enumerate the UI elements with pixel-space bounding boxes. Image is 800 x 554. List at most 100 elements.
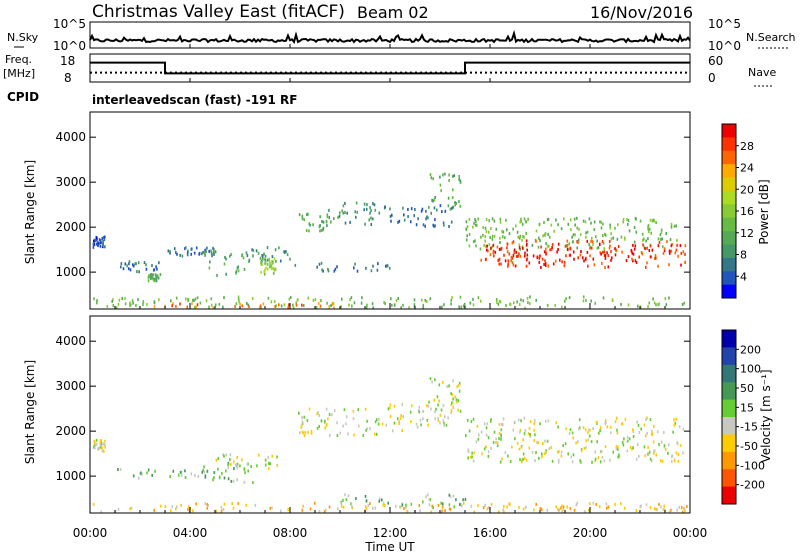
- power-echo-cell: [443, 223, 445, 227]
- velocity-echo-cell: [629, 445, 632, 449]
- power-echo-cell: [263, 252, 265, 256]
- power-echo-cell: [124, 296, 126, 300]
- velocity-echo-cell: [301, 420, 304, 424]
- velocity-echo-cell: [568, 431, 571, 435]
- power-echo-cell: [659, 233, 662, 237]
- power-echo-cell: [307, 212, 309, 216]
- power-echo-cell: [255, 249, 258, 253]
- velocity-echo-cell: [502, 417, 505, 421]
- power-echo-cell: [378, 211, 381, 215]
- power-echo-cell: [243, 267, 246, 271]
- velocity-echo-cell: [572, 453, 575, 457]
- power-echo-cell: [551, 246, 553, 250]
- time-axis-label: Time UT: [364, 540, 415, 554]
- power-echo-cell: [216, 273, 218, 277]
- power-echo-cell: [280, 259, 282, 263]
- velocity-echo-cell: [218, 476, 221, 480]
- power-echo-cell: [493, 254, 495, 258]
- velocity-echo-cell: [507, 454, 509, 458]
- velocity-echo-cell: [636, 420, 638, 424]
- velocity-echo-cell: [588, 502, 591, 506]
- velocity-echo-cell: [101, 449, 104, 453]
- power-echo-cell: [118, 298, 121, 302]
- velocity-echo-cell: [437, 503, 440, 507]
- velocity-echo-cell: [235, 463, 237, 467]
- power-echo-cell: [205, 250, 207, 254]
- power-echo-cell: [635, 230, 638, 234]
- power-echo-cell: [195, 246, 198, 250]
- velocity-echo-cell: [484, 447, 486, 451]
- power-echo-cell: [513, 250, 515, 254]
- velocity-echo-cell: [557, 507, 559, 511]
- velocity-echo-cell: [644, 454, 647, 458]
- power-echo-cell: [646, 261, 648, 265]
- time-tick-label: 12:00: [373, 526, 408, 540]
- power-echo-cell: [635, 261, 638, 264]
- velocity-echo-cell: [623, 437, 625, 441]
- velocity-echo-cell: [245, 503, 247, 507]
- power-echo-cell: [319, 304, 322, 308]
- velocity-echo-cell: [653, 424, 655, 428]
- velocity-echo-cell: [357, 408, 359, 412]
- velocity-echo-cell: [485, 426, 488, 430]
- velocity-echo-cell: [93, 441, 96, 445]
- velocity-echo-cell: [529, 420, 532, 424]
- velocity-echo-cell: [501, 422, 503, 426]
- power-echo-cell: [425, 300, 428, 303]
- power-echo-cell: [459, 295, 462, 299]
- velocity-echo-cell: [686, 505, 688, 508]
- velocity-echo-cell: [225, 453, 227, 457]
- velocity-echo-cell: [367, 504, 370, 508]
- power-echo-cell: [218, 302, 221, 306]
- power-echo-cell: [463, 302, 466, 306]
- power-echo-cell: [591, 240, 594, 244]
- velocity-echo-cell: [450, 409, 453, 413]
- power-echo-cell: [214, 250, 217, 254]
- velocity-echo-cell: [529, 434, 531, 438]
- velocity-colorbar-segment: [722, 347, 736, 366]
- velocity-echo-cell: [440, 408, 443, 412]
- power-echo-cell: [342, 204, 345, 208]
- nsky-tick-top: 10^5: [53, 17, 86, 31]
- power-echo-cell: [527, 301, 529, 305]
- velocity-echo-cell: [159, 504, 162, 508]
- power-echo-cell: [138, 270, 140, 274]
- power-echo-cell: [132, 263, 134, 267]
- velocity-echo-cell: [519, 458, 521, 462]
- power-echo-cell: [355, 201, 358, 205]
- power-echo-cell: [260, 270, 262, 274]
- velocity-echo-cell: [442, 419, 445, 423]
- power-echo-cell: [548, 235, 551, 239]
- velocity-echo-cell: [512, 428, 515, 432]
- power-colorbar-tick-label: 16: [740, 205, 754, 218]
- velocity-echo-cell: [416, 425, 419, 429]
- power-echo-cell: [320, 299, 322, 303]
- power-echo-cell: [370, 223, 373, 226]
- velocity-echo-cell: [525, 505, 527, 509]
- power-echo-cell: [576, 226, 579, 230]
- velocity-echo-cell: [668, 443, 670, 447]
- velocity-echo-cell: [244, 471, 246, 475]
- power-echo-cell: [135, 262, 137, 266]
- power-echo-cell: [199, 301, 202, 305]
- velocity-echo-cell: [229, 458, 231, 462]
- velocity-echo-cell: [442, 404, 445, 408]
- velocity-echo-cell: [523, 416, 526, 420]
- velocity-echo-cell: [422, 410, 424, 414]
- velocity-echo-cell: [632, 430, 635, 433]
- power-echo-cell: [645, 239, 647, 243]
- power-echo-cell: [627, 222, 629, 226]
- power-echo-cell: [516, 255, 518, 258]
- velocity-echo-cell: [458, 381, 461, 385]
- power-echo-cell: [260, 306, 262, 310]
- power-echo-cell: [662, 251, 665, 255]
- power-echo-cells: [92, 172, 687, 310]
- power-echo-cell: [235, 271, 237, 275]
- power-echo-cell: [582, 219, 585, 223]
- velocity-echo-cell: [678, 505, 681, 509]
- velocity-echo-cell: [419, 418, 422, 422]
- power-echo-cell: [195, 305, 197, 309]
- velocity-echo-cell: [472, 417, 475, 421]
- power-echo-cell: [518, 303, 521, 306]
